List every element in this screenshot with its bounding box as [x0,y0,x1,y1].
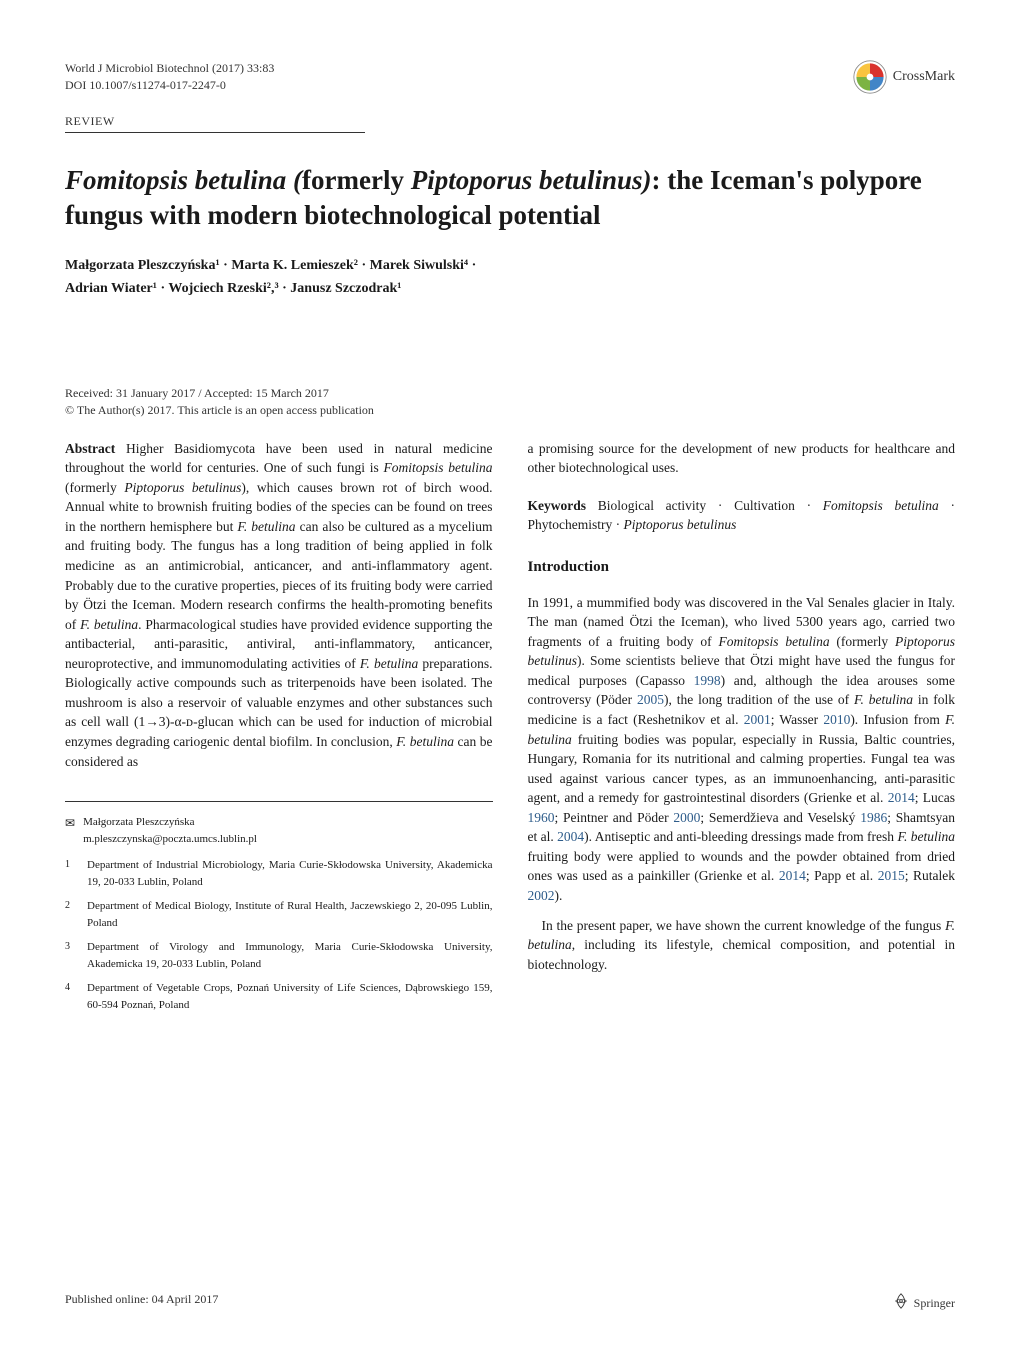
keywords-label: Keywords [528,498,587,513]
citation-link[interactable]: 2000 [673,810,700,825]
corresponding-author: ✉ Małgorzata Pleszczyńska m.pleszczynska… [65,814,493,847]
author-list: Małgorzata Pleszczyńska¹ · Marta K. Lemi… [65,255,955,300]
affiliation-text: Department of Industrial Microbiology, M… [87,857,493,890]
envelope-icon: ✉ [65,814,75,847]
introduction-p1: In 1991, a mummified body was discovered… [528,593,956,906]
page-header: World J Microbiol Biotechnol (2017) 33:8… [65,60,955,94]
citation-link[interactable]: 1986 [860,810,887,825]
affiliation-number: 2 [65,898,77,931]
affiliation-item: 3 Department of Virology and Immunology, … [65,939,493,972]
authors-line-1: Małgorzata Pleszczyńska¹ · Marta K. Lemi… [65,255,955,277]
copyright-line: © The Author(s) 2017. This article is an… [65,402,955,419]
affiliation-number: 1 [65,857,77,890]
citation-link[interactable]: 1960 [528,810,555,825]
affiliation-item: 2 Department of Medical Biology, Institut… [65,898,493,931]
abstract-label: Abstract [65,441,115,456]
introduction-heading: Introduction [528,557,956,579]
article-type-label: REVIEW [65,114,365,133]
crossmark-icon [853,60,887,94]
crossmark-badge[interactable]: CrossMark [853,60,955,94]
citation-link[interactable]: 2014 [888,790,915,805]
citation-link[interactable]: 1998 [694,673,721,688]
main-content: Abstract Higher Basidiomycota have been … [65,439,955,1022]
affiliation-item: 4 Department of Vegetable Crops, Poznań U… [65,980,493,1013]
citation-link[interactable]: 2014 [779,868,806,883]
keywords-paragraph: Keywords Biological activity · Cultivati… [528,496,956,535]
affiliation-number: 3 [65,939,77,972]
publisher-name: Springer [914,1296,955,1311]
citation-link[interactable]: 2005 [637,692,664,707]
corr-author-email: m.pleszczynska@poczta.umcs.lublin.pl [83,831,257,848]
publisher-badge: Springer [892,1292,955,1315]
crossmark-label: CrossMark [893,69,955,85]
springer-icon [892,1292,910,1315]
left-column: Abstract Higher Basidiomycota have been … [65,439,493,1022]
introduction-p2: In the present paper, we have shown the … [528,916,956,975]
corr-author-name: Małgorzata Pleszczyńska [83,814,257,831]
affiliation-text: Department of Virology and Immunology, M… [87,939,493,972]
citation-link[interactable]: 2002 [528,888,555,903]
affiliation-text: Department of Medical Biology, Institute… [87,898,493,931]
affiliation-item: 1 Department of Industrial Microbiology, … [65,857,493,890]
doi: DOI 10.1007/s11274-017-2247-0 [65,77,274,94]
citation-link[interactable]: 2015 [878,868,905,883]
affiliation-text: Department of Vegetable Crops, Poznań Un… [87,980,493,1013]
published-online-date: Published online: 04 April 2017 [65,1292,218,1315]
citation-link[interactable]: 2004 [557,829,584,844]
journal-info: World J Microbiol Biotechnol (2017) 33:8… [65,60,274,94]
abstract-paragraph: Abstract Higher Basidiomycota have been … [65,439,493,772]
abstract-continuation: a promising source for the development o… [528,439,956,478]
affiliations-block: ✉ Małgorzata Pleszczyńska m.pleszczynska… [65,801,493,1013]
article-title: Fomitopsis betulina (formerly Piptoporus… [65,163,955,233]
citation-link[interactable]: 2010 [823,712,850,727]
affiliation-number: 4 [65,980,77,1013]
citation-link[interactable]: 2001 [744,712,771,727]
page-footer: Published online: 04 April 2017 Springer [65,1292,955,1315]
received-accepted-dates: Received: 31 January 2017 / Accepted: 15… [65,385,955,402]
authors-line-2: Adrian Wiater¹ · Wojciech Rzeski²,³ · Ja… [65,278,955,300]
article-dates: Received: 31 January 2017 / Accepted: 15… [65,385,955,419]
journal-citation: World J Microbiol Biotechnol (2017) 33:8… [65,60,274,77]
right-column: a promising source for the development o… [528,439,956,1022]
